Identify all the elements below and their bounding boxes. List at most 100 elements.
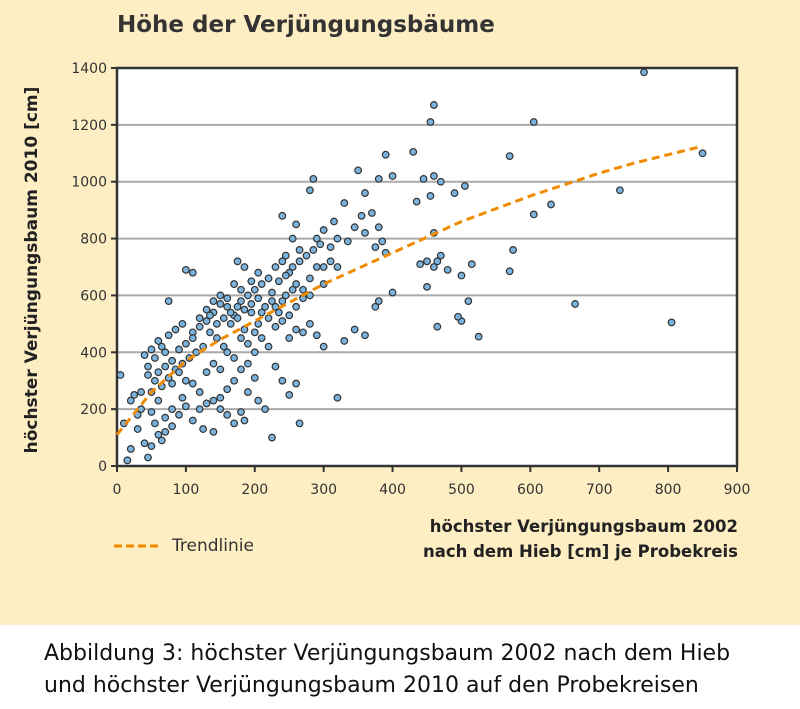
data-point — [426, 192, 435, 200]
data-point — [243, 388, 252, 396]
data-point — [240, 325, 249, 334]
data-point — [316, 240, 325, 249]
data-point — [195, 388, 204, 396]
data-point — [140, 351, 149, 360]
data-point — [175, 345, 183, 354]
data-point — [168, 422, 177, 431]
data-point — [281, 271, 290, 280]
data-point — [309, 246, 318, 254]
data-point — [271, 362, 280, 371]
data-point — [361, 331, 369, 340]
data-point — [161, 427, 170, 436]
plot-frame — [115, 66, 739, 468]
data-point — [237, 334, 245, 342]
data-point — [288, 285, 297, 294]
data-point — [312, 234, 321, 243]
data-point — [409, 147, 418, 156]
data-point — [309, 174, 318, 183]
data-point — [250, 348, 259, 357]
data-point — [388, 288, 397, 297]
data-point — [223, 348, 232, 357]
data-point — [150, 354, 159, 362]
data-point — [164, 297, 173, 306]
data-point — [698, 149, 707, 158]
data-point — [460, 182, 469, 190]
data-point — [292, 325, 301, 334]
data-point — [667, 318, 676, 327]
data-point — [181, 376, 190, 385]
x-tick-label: 800 — [655, 482, 682, 498]
data-point — [302, 251, 311, 260]
data-point — [454, 312, 462, 321]
data-point — [319, 226, 328, 234]
data-point — [250, 373, 259, 382]
y-tick-label: 1200 — [71, 118, 107, 134]
data-point — [178, 393, 187, 402]
data-point — [130, 391, 139, 399]
data-point — [264, 314, 273, 323]
data-point — [147, 408, 156, 416]
data-point — [295, 419, 304, 428]
data-point — [230, 280, 239, 288]
data-point — [278, 317, 287, 325]
data-point — [443, 265, 452, 274]
data-point — [450, 189, 459, 197]
data-point — [140, 439, 149, 448]
data-point — [254, 294, 263, 303]
data-point — [195, 405, 204, 414]
data-point — [343, 237, 352, 246]
data-point — [209, 396, 218, 405]
data-point — [474, 332, 483, 341]
x-tick-label: 300 — [310, 482, 337, 498]
data-point — [226, 319, 235, 328]
data-point — [181, 339, 190, 348]
data-point — [188, 334, 197, 342]
data-point — [168, 379, 177, 388]
data-point — [333, 263, 342, 271]
data-point — [243, 291, 252, 300]
data-point — [299, 285, 307, 294]
x-tick-label: 900 — [724, 482, 751, 498]
data-point — [305, 274, 314, 283]
data-point — [419, 174, 428, 183]
data-point — [147, 345, 156, 354]
data-point — [319, 342, 328, 351]
data-point — [223, 410, 232, 419]
data-point — [285, 311, 294, 320]
data-point — [188, 379, 197, 388]
data-point — [467, 260, 476, 269]
data-point — [268, 288, 276, 297]
data-point — [326, 257, 335, 266]
caption-line1: Abbildung 3: höchster Verjüngungsbaum 20… — [44, 641, 731, 666]
data-point — [350, 325, 359, 334]
data-point — [371, 302, 380, 311]
data-point — [412, 197, 421, 206]
data-point — [268, 433, 276, 442]
data-point — [247, 308, 256, 317]
data-point — [274, 277, 283, 286]
data-point — [209, 359, 218, 368]
data-point — [295, 246, 304, 254]
data-point — [292, 220, 301, 229]
x-axis-label: höchster Verjüngungsbaum 2002 nach dem H… — [423, 514, 738, 564]
data-point — [529, 118, 538, 126]
data-point — [223, 294, 232, 303]
data-point — [264, 342, 273, 351]
data-point — [150, 419, 159, 428]
data-point — [161, 362, 170, 371]
data-point — [188, 268, 197, 277]
data-point — [202, 368, 211, 377]
data-point — [429, 263, 438, 271]
y-tick-label: 1000 — [71, 175, 107, 191]
data-point — [350, 223, 359, 232]
data-point — [178, 319, 187, 328]
data-point — [216, 393, 225, 402]
x-tick-label: 500 — [448, 482, 475, 498]
data-point — [505, 152, 514, 161]
trend-line — [115, 144, 703, 436]
data-point — [212, 334, 221, 342]
data-point — [154, 430, 163, 439]
data-point — [374, 223, 383, 232]
data-point — [175, 368, 183, 377]
data-point — [219, 342, 228, 351]
